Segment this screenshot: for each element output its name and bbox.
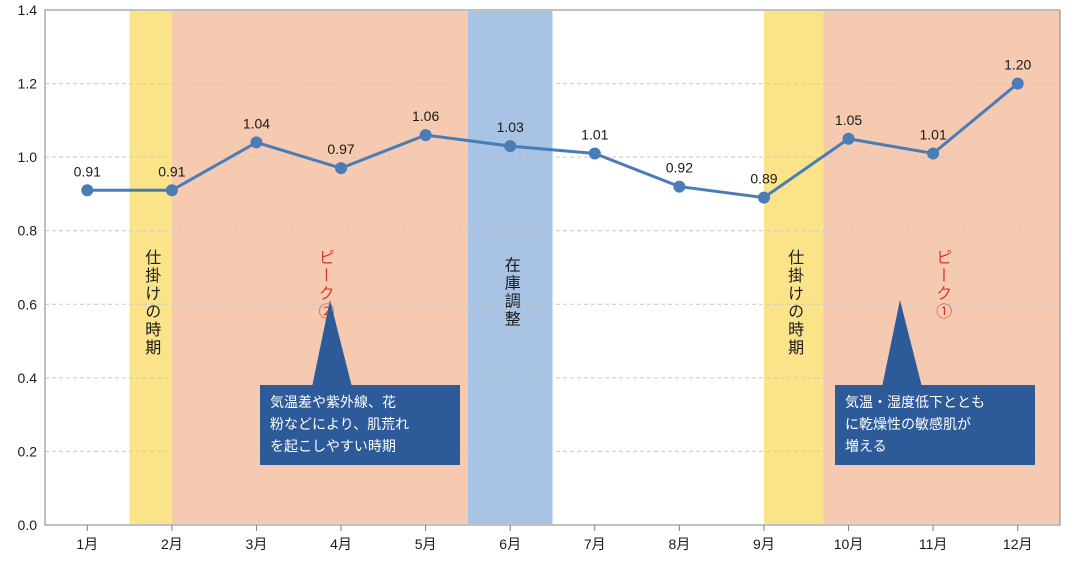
- callout-text: に乾燥性の敏感肌が: [845, 416, 971, 432]
- x-tick-label: 2月: [161, 536, 183, 552]
- data-point: [589, 147, 601, 159]
- callout-text: 気温・湿度低下ととも: [845, 394, 985, 410]
- x-tick-label: 1月: [76, 536, 98, 552]
- y-tick-label: 0.8: [18, 223, 38, 239]
- data-point: [166, 184, 178, 196]
- data-point: [420, 129, 432, 141]
- y-tick-label: 1.2: [18, 76, 38, 92]
- value-label: 0.97: [327, 141, 354, 157]
- data-point: [927, 147, 939, 159]
- data-point: [673, 181, 685, 193]
- value-label: 0.91: [74, 163, 101, 179]
- callout-text: 気温差や紫外線、花: [270, 394, 396, 410]
- y-tick-label: 1.4: [18, 2, 38, 18]
- x-tick-label: 4月: [330, 536, 352, 552]
- data-point: [335, 162, 347, 174]
- value-label: 0.92: [666, 160, 693, 176]
- x-tick-label: 6月: [499, 536, 521, 552]
- monthly-index-chart: 0.0 0.2 0.4 0.6 0.8 1.0 1.2 1.4 1月 2月 3月 4月 5月 6月 7月 8月…: [0, 0, 1079, 565]
- band-label-peak: ピーク①: [933, 249, 952, 321]
- value-label: 1.01: [920, 126, 947, 142]
- y-tick-label: 0.2: [18, 443, 38, 459]
- y-tick-label: 1.0: [18, 149, 38, 165]
- data-point: [1012, 78, 1024, 90]
- value-label: 0.89: [750, 171, 777, 187]
- value-label: 1.01: [581, 126, 608, 142]
- x-tick-label: 11月: [919, 536, 948, 552]
- callout-text: を起こしやすい時期: [270, 438, 396, 454]
- y-tick-label: 0.6: [18, 296, 38, 312]
- x-tick-label: 7月: [584, 536, 606, 552]
- y-tick-label: 0.4: [18, 370, 38, 386]
- data-point: [758, 192, 770, 204]
- y-tick-label: 0.0: [18, 517, 38, 533]
- value-label: 1.06: [412, 108, 439, 124]
- x-tick-label: 5月: [415, 536, 437, 552]
- value-label: 1.03: [497, 119, 524, 135]
- x-tick-label: 12月: [1003, 536, 1033, 552]
- data-point: [81, 184, 93, 196]
- x-axis: 1月 2月 3月 4月 5月 6月 7月 8月 9月 10月 11月 12月: [76, 525, 1032, 552]
- x-tick-label: 10月: [834, 536, 864, 552]
- data-point: [843, 133, 855, 145]
- value-label: 1.04: [243, 115, 270, 131]
- x-tick-label: 9月: [753, 536, 775, 552]
- x-tick-label: 8月: [668, 536, 690, 552]
- data-point: [504, 140, 516, 152]
- band-label: 仕掛けの時期: [142, 249, 161, 357]
- callout-text: 粉などにより、肌荒れ: [270, 416, 409, 432]
- x-tick-label: 3月: [246, 536, 268, 552]
- band-label: 在庫調整: [502, 256, 521, 328]
- value-label: 0.91: [158, 163, 185, 179]
- band-label: 仕掛けの時期: [785, 249, 804, 357]
- value-label: 1.05: [835, 112, 862, 128]
- value-label: 1.20: [1004, 57, 1031, 73]
- callout-text: 増える: [845, 438, 887, 454]
- data-point: [250, 136, 262, 148]
